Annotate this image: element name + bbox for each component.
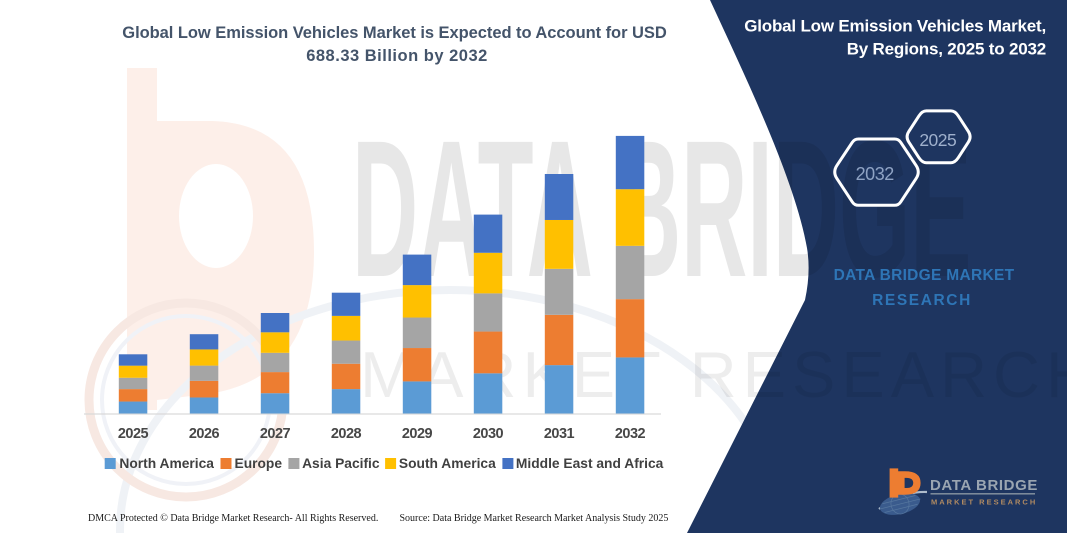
svg-text:RESEARCH: RESEARCH [872,292,972,309]
svg-text:DMCA Protected © Data Bridge M: DMCA Protected © Data Bridge Market Rese… [88,513,378,524]
svg-text:MARKET RESEARCH: MARKET RESEARCH [360,338,1067,411]
svg-text:DATA BRIDGE: DATA BRIDGE [352,101,971,319]
svg-text:2028: 2028 [331,426,362,442]
svg-text:By Regions, 2025 to 2032: By Regions, 2025 to 2032 [847,40,1046,59]
svg-text:South America: South America [399,456,496,471]
svg-text:Asia Pacific: Asia Pacific [302,456,380,471]
svg-text:2027: 2027 [260,426,291,442]
svg-text:DATA BRIDGE MARKET: DATA BRIDGE MARKET [834,267,1015,284]
svg-text:2025: 2025 [919,130,956,150]
svg-text:2026: 2026 [189,426,220,442]
svg-text:2029: 2029 [402,426,433,442]
svg-text:688.33 Billion by 2032: 688.33 Billion by 2032 [306,47,488,65]
svg-text:MARKET RESEARCH: MARKET RESEARCH [931,498,1037,507]
svg-text:2031: 2031 [544,426,575,442]
svg-text:Middle East and Africa: Middle East and Africa [516,456,664,471]
svg-text:DATA BRIDGE: DATA BRIDGE [930,477,1038,494]
svg-text:Global Low Emission Vehicles M: Global Low Emission Vehicles Market, [744,17,1046,36]
svg-text:2025: 2025 [118,426,149,442]
svg-text:Source: Data Bridge Market Res: Source: Data Bridge Market Research Mark… [400,513,669,524]
svg-text:Europe: Europe [235,456,283,471]
svg-text:2032: 2032 [856,164,895,184]
svg-text:North America: North America [119,456,214,471]
svg-text:2032: 2032 [615,426,646,442]
svg-text:2030: 2030 [473,426,504,442]
svg-text:Global Low Emission Vehicles M: Global Low Emission Vehicles Market is E… [122,24,667,42]
